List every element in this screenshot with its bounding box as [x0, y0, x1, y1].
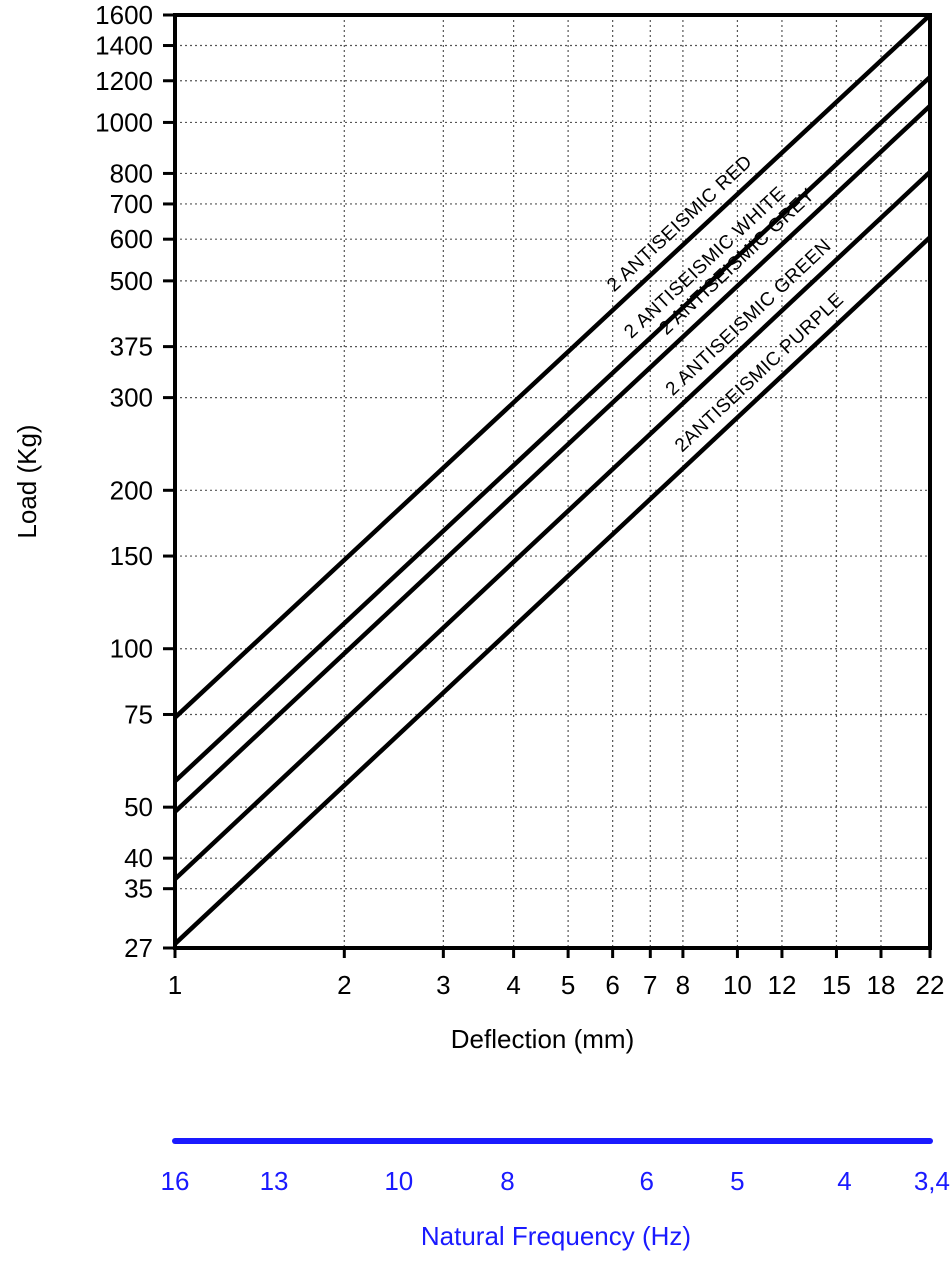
x-tick-label: 4: [506, 970, 520, 1000]
series-line: [173, 75, 932, 783]
frequency-tick-label: 8: [500, 1166, 514, 1196]
y-tick-label: 40: [124, 843, 153, 873]
frequency-axis-title: Natural Frequency (Hz): [421, 1221, 691, 1251]
y-tick-label: 100: [110, 634, 153, 664]
y-tick-label: 1400: [95, 31, 153, 61]
plot-frame: [173, 13, 932, 950]
x-axis-title: Deflection (mm): [451, 1024, 634, 1054]
x-tick-label: 15: [822, 970, 851, 1000]
series-lines: [173, 13, 932, 946]
y-tick-label: 600: [110, 224, 153, 254]
x-tick-label: 10: [723, 970, 752, 1000]
series-line: [173, 13, 932, 720]
y-tick-label: 1600: [95, 0, 153, 30]
series-line: [173, 104, 932, 814]
x-tick-label: 8: [676, 970, 690, 1000]
x-tick-label: 2: [337, 970, 351, 1000]
series-line: [173, 235, 932, 946]
x-tick-label: 12: [767, 970, 796, 1000]
x-tick-label: 22: [916, 970, 945, 1000]
y-tick-label: 150: [110, 541, 153, 571]
grid: [175, 15, 930, 948]
natural-frequency-scale: 16 13 10 8 6 5 4 3,4: [161, 1138, 950, 1196]
y-tick-label: 27: [124, 933, 153, 963]
x-tick-label: 7: [643, 970, 657, 1000]
tick-marks: [163, 13, 932, 958]
frequency-tick-label: 16: [161, 1166, 190, 1196]
y-axis-title: Load (Kg): [12, 424, 42, 538]
y-tick-label: 800: [110, 158, 153, 188]
y-tick-label: 1200: [95, 66, 153, 96]
frequency-tick-label: 3,4: [914, 1166, 950, 1196]
frequency-tick-label: 10: [384, 1166, 413, 1196]
y-tick-label: 500: [110, 266, 153, 296]
x-tick-label: 6: [605, 970, 619, 1000]
frequency-tick-label: 4: [837, 1166, 851, 1196]
y-tick-label: 35: [124, 874, 153, 904]
y-tick-label: 1000: [95, 107, 153, 137]
y-tick-label: 700: [110, 189, 153, 219]
x-tick-label: 3: [436, 970, 450, 1000]
x-tick-label: 18: [867, 970, 896, 1000]
y-tick-label: 200: [110, 475, 153, 505]
y-tick-label: 50: [124, 792, 153, 822]
y-tick-label: 375: [110, 332, 153, 362]
frequency-tick-label: 13: [260, 1166, 289, 1196]
x-tick-label: 5: [561, 970, 575, 1000]
x-tick-labels: 1 2 3 4 5 6 7 8 10 12 15 18 22: [168, 970, 945, 1000]
y-tick-label: 75: [124, 699, 153, 729]
frequency-tick-label: 5: [730, 1166, 744, 1196]
y-tick-label: 300: [110, 383, 153, 413]
series-line: [173, 170, 932, 881]
frequency-tick-label: 6: [640, 1166, 654, 1196]
x-tick-label: 1: [168, 970, 182, 1000]
